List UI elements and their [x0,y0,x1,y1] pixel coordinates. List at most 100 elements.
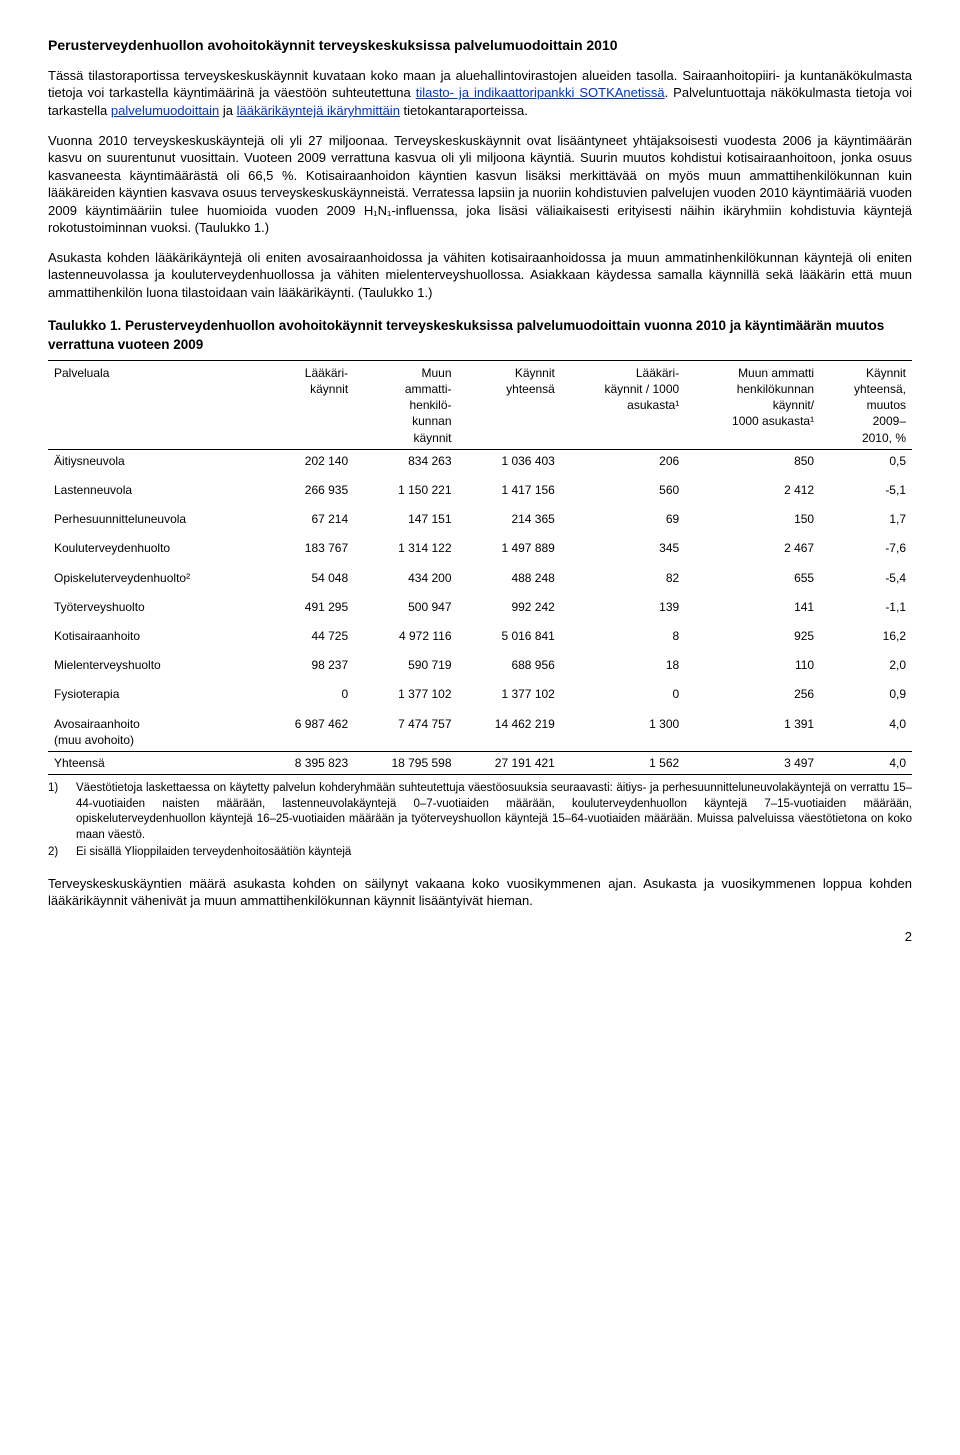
col-laakari: Lääkäri- käynnit [260,360,354,449]
page-number: 2 [48,928,912,946]
cell-value: 3 497 [685,751,820,774]
col-palveluala: Palveluala [48,360,260,449]
cell-value: 0,5 [820,449,912,472]
cell-value: 688 956 [458,647,561,676]
cell-value: 82 [561,560,685,589]
cell-value: -1,1 [820,589,912,618]
cell-value: 1 562 [561,751,685,774]
cell-value: 1 036 403 [458,449,561,472]
cell-name: Avosairaanhoito (muu avohoito) [48,706,260,752]
cell-name: Kouluterveydenhuolto [48,530,260,559]
col-yhteensa: Käynnit yhteensä [458,360,561,449]
fn-text-2: Ei sisällä Ylioppilaiden terveydenhoitos… [76,845,351,861]
cell-value: 4 972 116 [354,618,457,647]
cell-value: 206 [561,449,685,472]
cell-value: -5,4 [820,560,912,589]
cell-value: 14 462 219 [458,706,561,752]
page-title: Perusterveydenhuollon avohoitokäynnit te… [48,36,912,55]
table-row: Äitiysneuvola202 140834 2631 036 4032068… [48,449,912,472]
cell-value: 1 314 122 [354,530,457,559]
cell-value: 202 140 [260,449,354,472]
col-laakari-1000: Lääkäri- käynnit / 1000 asukasta¹ [561,360,685,449]
cell-value: 1 417 156 [458,472,561,501]
cell-value: 18 [561,647,685,676]
col-muun: Muun ammatti- henkilö- kunnan käynnit [354,360,457,449]
cell-value: 345 [561,530,685,559]
cell-value: 67 214 [260,501,354,530]
cell-value: 54 048 [260,560,354,589]
cell-value: 147 151 [354,501,457,530]
cell-value: 5 016 841 [458,618,561,647]
cell-value: 16,2 [820,618,912,647]
cell-value: 655 [685,560,820,589]
cell-value: 2,0 [820,647,912,676]
col-muun-1000: Muun ammatti henkilökunnan käynnit/ 1000… [685,360,820,449]
cell-value: 1,7 [820,501,912,530]
data-table: Palveluala Lääkäri- käynnit Muun ammatti… [48,360,912,775]
table-row: Mielenterveyshuolto98 237590 719688 9561… [48,647,912,676]
cell-value: 139 [561,589,685,618]
cell-value: 69 [561,501,685,530]
table-row: Avosairaanhoito (muu avohoito)6 987 4627… [48,706,912,752]
cell-value: 266 935 [260,472,354,501]
paragraph-4: Terveyskeskuskäyntien määrä asukasta koh… [48,875,912,910]
cell-value: 1 150 221 [354,472,457,501]
text: tietokantaraporteissa. [400,103,528,118]
table-row: Työterveyshuolto491 295500 947992 242139… [48,589,912,618]
cell-value: 434 200 [354,560,457,589]
link-sotkanet[interactable]: tilasto- ja indikaattoripankki SOTKAneti… [416,85,665,100]
cell-value: 1 300 [561,706,685,752]
cell-name: Lastenneuvola [48,472,260,501]
cell-value: 44 725 [260,618,354,647]
cell-value: 834 263 [354,449,457,472]
cell-value: 2 412 [685,472,820,501]
cell-value: 8 395 823 [260,751,354,774]
table-row: Perhesuunnitteluneuvola67 214147 151214 … [48,501,912,530]
link-ikaryhmittain[interactable]: lääkärikäyntejä ikäryhmittäin [237,103,400,118]
cell-name: Äitiysneuvola [48,449,260,472]
cell-name: Opiskeluterveydenhuolto² [48,560,260,589]
cell-value: 4,0 [820,706,912,752]
cell-value: -7,6 [820,530,912,559]
cell-value: 1 497 889 [458,530,561,559]
table-row: Fysioterapia01 377 1021 377 10202560,9 [48,676,912,705]
cell-value: 992 242 [458,589,561,618]
table-row: Lastenneuvola266 9351 150 2211 417 15656… [48,472,912,501]
fn-num-2: 2) [48,845,66,861]
cell-value: 183 767 [260,530,354,559]
fn-num-1: 1) [48,781,66,843]
cell-name: Yhteensä [48,751,260,774]
cell-name: Työterveyshuolto [48,589,260,618]
table-row-sum: Yhteensä8 395 82318 795 59827 191 4211 5… [48,751,912,774]
fn-text-1: Väestötietoja laskettaessa on käytetty p… [76,781,912,843]
cell-value: 8 [561,618,685,647]
cell-name: Perhesuunnitteluneuvola [48,501,260,530]
footnotes: 1)Väestötietoja laskettaessa on käytetty… [48,781,912,861]
cell-value: 141 [685,589,820,618]
cell-value: 590 719 [354,647,457,676]
cell-value: 560 [561,472,685,501]
cell-value: 18 795 598 [354,751,457,774]
cell-value: -5,1 [820,472,912,501]
cell-value: 27 191 421 [458,751,561,774]
cell-name: Kotisairaanhoito [48,618,260,647]
cell-value: 850 [685,449,820,472]
cell-value: 491 295 [260,589,354,618]
paragraph-1: Tässä tilastoraportissa terveyskeskuskäy… [48,67,912,120]
cell-value: 1 377 102 [354,676,457,705]
table-row: Kotisairaanhoito44 7254 972 1165 016 841… [48,618,912,647]
cell-value: 214 365 [458,501,561,530]
cell-value: 488 248 [458,560,561,589]
cell-value: 150 [685,501,820,530]
cell-value: 98 237 [260,647,354,676]
cell-value: 6 987 462 [260,706,354,752]
cell-value: 110 [685,647,820,676]
cell-value: 0,9 [820,676,912,705]
cell-value: 1 391 [685,706,820,752]
link-palvelumuodoittain[interactable]: palvelumuodoittain [111,103,219,118]
table-title: Taulukko 1. Perusterveydenhuollon avohoi… [48,317,912,353]
col-muutos: Käynnit yhteensä, muutos 2009– 2010, % [820,360,912,449]
cell-value: 925 [685,618,820,647]
cell-value: 500 947 [354,589,457,618]
cell-value: 1 377 102 [458,676,561,705]
